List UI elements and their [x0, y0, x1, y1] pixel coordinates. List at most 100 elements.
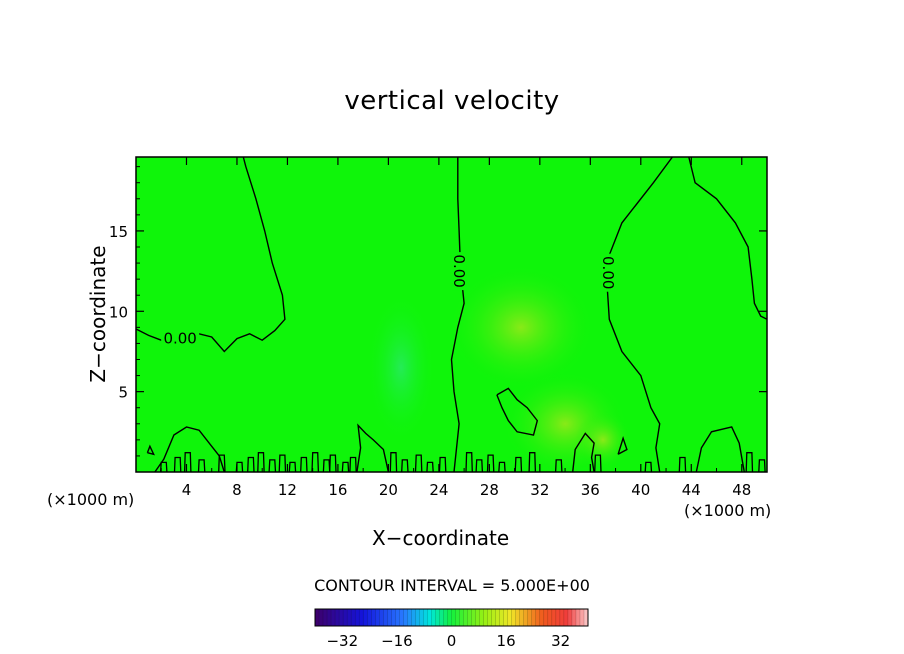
surface-contour-25 [498, 461, 506, 472]
contour-labels: 0.00 0.00 0.00 [161, 252, 617, 348]
surface-contour-29 [594, 454, 602, 472]
colorbar-cell-40 [475, 608, 481, 627]
colorbar-cell-61 [559, 608, 565, 627]
colorbar-cell-66 [579, 608, 585, 627]
colorbar-cell-48 [507, 608, 513, 627]
surface-contour-6 [247, 456, 255, 472]
y-tick-label-0: 5 [118, 384, 128, 402]
colorbar-cell-59 [551, 608, 557, 627]
plot-area [136, 157, 767, 472]
x-tick-label-8: 36 [581, 481, 600, 499]
surface-contour-3 [197, 459, 206, 472]
colorbar-cell-32 [443, 608, 448, 627]
colorbar-cell-49 [511, 608, 517, 627]
surface-contour-2 [183, 452, 192, 472]
contour-label-bg-1 [452, 252, 467, 291]
x-tick-label-10: 44 [682, 481, 701, 499]
colorbar-cell-34 [451, 608, 457, 627]
velocity-shading [367, 267, 631, 472]
colorbar-tick-label-3: 16 [497, 632, 516, 650]
y-axis-label: Z−coordinate [86, 245, 110, 383]
colorbar-cell-17 [383, 608, 388, 627]
colorbar-cell-10 [354, 608, 360, 627]
colorbar-cell-56 [539, 608, 545, 627]
surface-contour-1 [173, 456, 182, 472]
x-tick-label-3: 16 [328, 481, 347, 499]
surface-contour-17 [389, 452, 398, 472]
y-axis-ticks: 5 10 15 [109, 166, 767, 457]
colorbar-cell-47 [503, 608, 509, 627]
colorbar-cell-12 [362, 608, 368, 627]
x-tick-label-1: 8 [232, 481, 242, 499]
colorbar-cell-64 [571, 608, 577, 627]
colorbar-cell-2 [322, 608, 328, 627]
colorbar-cell-21 [399, 608, 404, 627]
near-surface-contour-2 [572, 432, 595, 472]
colorbar-cell-13 [366, 608, 372, 627]
surface-contour-11 [300, 456, 308, 472]
colorbar-cell-51 [519, 608, 525, 627]
colorbar-cell-55 [535, 608, 541, 627]
colorbar-cell-60 [555, 608, 561, 627]
y-tick-label-2: 15 [109, 223, 128, 241]
colorbar-cell-7 [342, 608, 348, 627]
colorbar-cell-1 [318, 608, 324, 627]
near-surface-contour-1 [356, 423, 390, 472]
surface-contour-26 [514, 456, 523, 472]
colorbar-cell-3 [326, 608, 332, 627]
colorbar-cell-54 [531, 608, 537, 627]
colorbar-cell-27 [423, 608, 428, 627]
surface-contour-19 [414, 454, 423, 472]
colorbar-cell-29 [431, 608, 436, 627]
colorbar-cell-0 [314, 608, 320, 627]
surface-contour-22 [465, 452, 473, 472]
shading-blob-3 [574, 411, 631, 468]
surface-contour-23 [475, 459, 484, 472]
colorbar-cell-23 [407, 608, 412, 627]
surface-contour-10 [288, 461, 297, 472]
colorbar-cell-26 [419, 608, 424, 627]
colorbar-cell-4 [330, 608, 336, 627]
colorbar-cell-19 [391, 608, 396, 627]
chart-title: vertical velocity [344, 86, 560, 116]
colorbar-cell-38 [467, 608, 473, 627]
colorbar-cell-5 [334, 608, 340, 627]
colorbar-cell-15 [375, 608, 380, 627]
colorbar-cell-9 [350, 608, 356, 627]
contour-lines [136, 157, 767, 472]
surface-contour-33 [758, 459, 766, 472]
surface-contour-30 [644, 461, 653, 472]
zero-contour-4 [496, 387, 539, 436]
colorbar-cell-25 [415, 608, 420, 627]
surface-contour-31 [678, 456, 687, 472]
colorbar-cell-63 [567, 608, 573, 627]
shading-blob-2 [367, 292, 436, 443]
colorbar-cell-24 [411, 608, 416, 627]
colorbar-cell-18 [387, 608, 392, 627]
colorbar-cell-62 [563, 608, 569, 627]
zero-contour-1 [450, 157, 465, 472]
colorbar-cell-52 [523, 608, 529, 627]
contour-label-0: 0.00 [163, 330, 196, 348]
contour-label-bg-2 [600, 253, 615, 292]
contour-interval-label: CONTOUR INTERVAL = 5.000E+00 [314, 576, 590, 595]
surface-contour-27 [528, 452, 537, 472]
surface-contour-0 [159, 461, 168, 472]
x-tick-label-4: 20 [379, 481, 398, 499]
x-tick-label-7: 32 [530, 481, 549, 499]
colorbar: −32 −16 0 16 32 [314, 608, 589, 650]
x-unit-label-left: (×1000 m) [47, 490, 135, 509]
contour-label-2: 0.00 [599, 256, 617, 289]
colorbar-cell-45 [495, 608, 501, 627]
colorbar-cell-42 [483, 608, 489, 627]
surface-contour-32 [745, 452, 754, 472]
surface-contour-4 [218, 454, 226, 472]
zero-contour-3 [688, 157, 767, 320]
colorbar-cell-33 [447, 608, 452, 627]
colorbar-cell-43 [487, 608, 493, 627]
surface-contour-21 [438, 456, 447, 472]
near-surface-contour-4 [617, 436, 628, 455]
colorbar-cell-6 [338, 608, 344, 627]
colorbar-cell-57 [543, 608, 549, 627]
